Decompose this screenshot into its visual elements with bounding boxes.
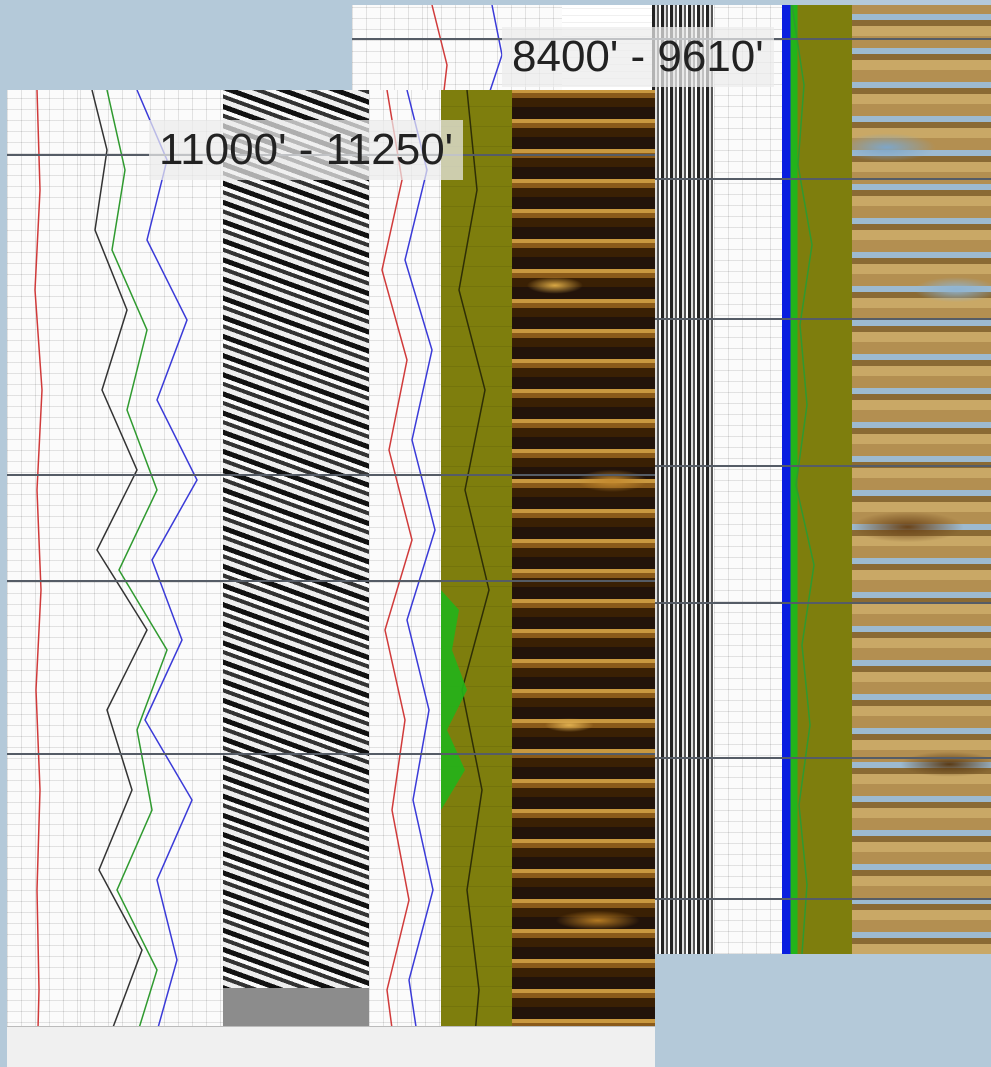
borehole-image-track [512,90,655,1067]
log-panel-11000-11250: 11000' - 11250' [7,90,655,1067]
curve-olive-gr [458,90,490,1067]
waveform-end-block [223,988,369,1028]
depth-divider [352,318,991,320]
curve-green-front [106,90,168,1067]
depth-divider [352,898,991,900]
curve-black-front [91,90,148,1067]
curve-blue-front [136,90,198,1067]
depth-range-label: 11000' - 11250' [149,120,464,180]
curve-red-front [34,90,43,1067]
curve-green-back [791,5,815,954]
depth-divider [7,474,655,476]
resistivity-track [714,5,782,954]
track-header-footer [7,1026,655,1067]
depth-divider [352,602,991,604]
depth-range-label: 8400' - 9610' [502,27,774,87]
log-curves-front [34,90,490,1067]
curve-red-resistivity [381,90,413,1067]
gr-green-fill [441,590,467,810]
depth-divider [7,580,655,582]
depth-divider [352,178,991,180]
depth-divider [7,753,655,755]
curve-blue-resistivity [404,90,436,1067]
depth-track [7,90,80,1067]
depth-divider [352,757,991,759]
porosity-track [782,5,852,954]
waveform-track [652,5,714,954]
waveform-track [223,90,369,1067]
gamma-ray-track [441,90,512,1067]
depth-divider [352,465,991,467]
borehole-image-track [852,5,991,954]
